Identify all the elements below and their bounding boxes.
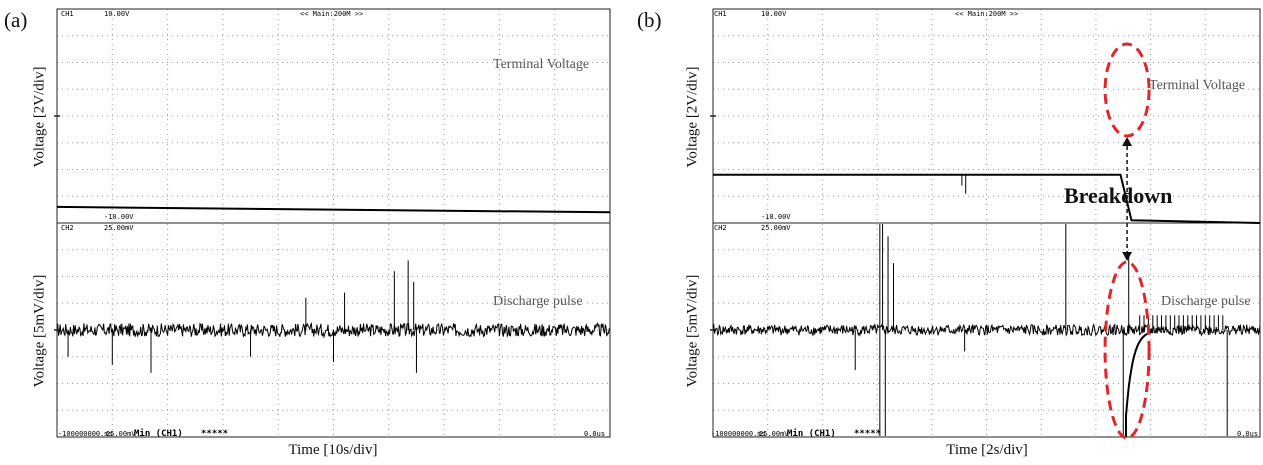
panel-letter: (b) — [637, 8, 662, 32]
status-stars: ***** — [201, 429, 228, 439]
oscilloscope-plot-a: CH1 10.00V << Main:200M >> -10.00V CH2 2… — [54, 8, 611, 439]
panel-a: (a) Voltage [2V/div] Voltage [5mV/div] T… — [0, 0, 630, 465]
terminal-voltage-label: Terminal Voltage — [493, 57, 589, 72]
ch2-label: CH2 — [714, 224, 727, 232]
breakdown-arrow-head-down — [1122, 252, 1133, 261]
status-left: -100000000.ms — [711, 430, 766, 438]
discharge-pulse-label: Discharge pulse — [493, 294, 583, 309]
x-axis-label: Time [2s/div] — [946, 442, 1028, 458]
terminal-voltage-label: Terminal Voltage — [1149, 78, 1245, 93]
status-left: -100000000.ms — [58, 430, 113, 438]
panel-letter: (a) — [4, 8, 28, 32]
status-mode: Min (CH1) — [787, 428, 836, 439]
breakdown-arrow-head-up — [1122, 137, 1133, 146]
ch2-max: 25.00mV — [761, 224, 791, 232]
status-left-mid: 25.00mV — [759, 430, 789, 438]
ch1-min: -10.00V — [104, 213, 134, 221]
oscilloscope-plot-b: CH1 10.00V << Main:200M >> -10.00V CH2 2… — [710, 8, 1261, 440]
status-stars: ***** — [854, 429, 881, 439]
post-breakdown-pulses — [1139, 315, 1224, 330]
status-right: 0.0us — [1237, 430, 1258, 438]
ch1-label: CH1 — [714, 10, 727, 18]
ch1-min: -10.00V — [761, 213, 791, 221]
status-right: 0.0us — [584, 430, 605, 438]
ch1-max: 10.00V — [761, 10, 787, 18]
mode-text: << Main:200M >> — [300, 10, 363, 18]
terminal-voltage-trace — [713, 173, 1261, 224]
ch1-max: 10.00V — [104, 10, 130, 18]
ch1-label: CH1 — [61, 10, 74, 18]
status-left-mid: 25.00mV — [106, 430, 136, 438]
breakdown-highlight-top — [1103, 42, 1151, 138]
breakdown-annotation: Breakdown — [1064, 183, 1173, 208]
breakdown-highlight-bottom — [1103, 260, 1151, 440]
ch2-label: CH2 — [61, 224, 74, 232]
discharge-pulse-label: Discharge pulse — [1161, 294, 1251, 309]
panel-b: (b) Voltage [2V/div] Voltage [5mV/div] T… — [633, 0, 1263, 465]
discharge-pulse-trace — [712, 323, 1261, 338]
ch2-max: 25.00mV — [104, 224, 134, 232]
status-mode: Min (CH1) — [134, 428, 183, 439]
terminal-voltage-trace — [56, 205, 611, 214]
x-axis-label: Time [10s/div] — [288, 442, 378, 458]
